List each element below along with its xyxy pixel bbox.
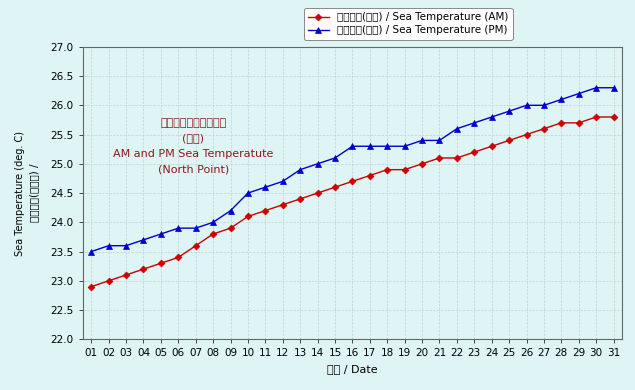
海水温度(下午) / Sea Temperature (PM): [401, 144, 408, 149]
海水温度(上午) / Sea Temperature (AM): [384, 167, 391, 172]
Text: 上午及下午的海水温度
(北角)
AM and PM Sea Temperatute
(North Point): 上午及下午的海水温度 (北角) AM and PM Sea Temperatut…: [113, 118, 274, 175]
海水温度(下午) / Sea Temperature (PM): [175, 226, 182, 230]
海水温度(上午) / Sea Temperature (AM): [575, 121, 582, 125]
海水温度(下午) / Sea Temperature (PM): [123, 243, 130, 248]
海水温度(上午) / Sea Temperature (AM): [558, 121, 565, 125]
海水温度(上午) / Sea Temperature (AM): [279, 202, 286, 207]
海水温度(下午) / Sea Temperature (PM): [105, 243, 112, 248]
海水温度(上午) / Sea Temperature (AM): [540, 126, 548, 131]
海水温度(下午) / Sea Temperature (PM): [592, 85, 600, 90]
海水温度(上午) / Sea Temperature (AM): [401, 167, 408, 172]
海水温度(下午) / Sea Temperature (PM): [140, 238, 147, 242]
海水温度(上午) / Sea Temperature (AM): [523, 132, 530, 137]
海水温度(下午) / Sea Temperature (PM): [488, 115, 495, 119]
海水温度(上午) / Sea Temperature (AM): [105, 278, 112, 283]
海水温度(下午) / Sea Temperature (PM): [384, 144, 391, 149]
海水温度(上午) / Sea Temperature (AM): [314, 191, 321, 195]
海水温度(上午) / Sea Temperature (AM): [157, 261, 164, 266]
海水温度(上午) / Sea Temperature (AM): [488, 144, 495, 149]
海水温度(下午) / Sea Temperature (PM): [331, 156, 339, 160]
海水温度(下午) / Sea Temperature (PM): [244, 191, 251, 195]
海水温度(下午) / Sea Temperature (PM): [471, 121, 478, 125]
海水温度(上午) / Sea Temperature (AM): [88, 284, 95, 289]
海水温度(下午) / Sea Temperature (PM): [192, 226, 199, 230]
海水温度(上午) / Sea Temperature (AM): [297, 197, 304, 201]
海水温度(上午) / Sea Temperature (AM): [227, 226, 234, 230]
海水温度(下午) / Sea Temperature (PM): [157, 232, 164, 236]
Legend: 海水温度(上午) / Sea Temperature (AM), 海水温度(下午) / Sea Temperature (PM): 海水温度(上午) / Sea Temperature (AM), 海水温度(下午…: [304, 8, 512, 40]
海水温度(上午) / Sea Temperature (AM): [471, 150, 478, 154]
海水温度(下午) / Sea Temperature (PM): [227, 208, 234, 213]
海水温度(上午) / Sea Temperature (AM): [123, 273, 130, 277]
海水温度(上午) / Sea Temperature (AM): [418, 161, 426, 166]
海水温度(上午) / Sea Temperature (AM): [262, 208, 269, 213]
海水温度(上午) / Sea Temperature (AM): [210, 232, 217, 236]
Text: 海水温度(攝氏度) /: 海水温度(攝氏度) /: [29, 164, 39, 222]
海水温度(下午) / Sea Temperature (PM): [279, 179, 286, 184]
海水温度(上午) / Sea Temperature (AM): [331, 185, 339, 190]
海水温度(下午) / Sea Temperature (PM): [523, 103, 530, 108]
海水温度(下午) / Sea Temperature (PM): [88, 249, 95, 254]
海水温度(下午) / Sea Temperature (PM): [314, 161, 321, 166]
海水温度(下午) / Sea Temperature (PM): [418, 138, 426, 143]
Text: Sea Temperature (deg. C): Sea Temperature (deg. C): [15, 131, 25, 255]
海水温度(下午) / Sea Temperature (PM): [297, 167, 304, 172]
Line: 海水温度(上午) / Sea Temperature (AM): 海水温度(上午) / Sea Temperature (AM): [89, 115, 616, 289]
海水温度(上午) / Sea Temperature (AM): [140, 267, 147, 271]
海水温度(下午) / Sea Temperature (PM): [505, 109, 513, 113]
海水温度(下午) / Sea Temperature (PM): [436, 138, 443, 143]
海水温度(上午) / Sea Temperature (AM): [244, 214, 251, 219]
海水温度(下午) / Sea Temperature (PM): [575, 91, 582, 96]
海水温度(上午) / Sea Temperature (AM): [436, 156, 443, 160]
海水温度(下午) / Sea Temperature (PM): [349, 144, 356, 149]
海水温度(下午) / Sea Temperature (PM): [210, 220, 217, 225]
海水温度(下午) / Sea Temperature (PM): [453, 126, 461, 131]
海水温度(下午) / Sea Temperature (PM): [540, 103, 548, 108]
海水温度(上午) / Sea Temperature (AM): [192, 243, 199, 248]
海水温度(下午) / Sea Temperature (PM): [610, 85, 617, 90]
海水温度(上午) / Sea Temperature (AM): [175, 255, 182, 260]
海水温度(上午) / Sea Temperature (AM): [592, 115, 600, 119]
海水温度(上午) / Sea Temperature (AM): [349, 179, 356, 184]
X-axis label: 日期 / Date: 日期 / Date: [327, 364, 378, 374]
海水温度(上午) / Sea Temperature (AM): [366, 173, 373, 178]
Line: 海水温度(下午) / Sea Temperature (PM): 海水温度(下午) / Sea Temperature (PM): [88, 85, 617, 255]
海水温度(下午) / Sea Temperature (PM): [262, 185, 269, 190]
海水温度(上午) / Sea Temperature (AM): [610, 115, 617, 119]
海水温度(下午) / Sea Temperature (PM): [558, 97, 565, 102]
海水温度(下午) / Sea Temperature (PM): [366, 144, 373, 149]
海水温度(上午) / Sea Temperature (AM): [505, 138, 513, 143]
海水温度(上午) / Sea Temperature (AM): [453, 156, 461, 160]
